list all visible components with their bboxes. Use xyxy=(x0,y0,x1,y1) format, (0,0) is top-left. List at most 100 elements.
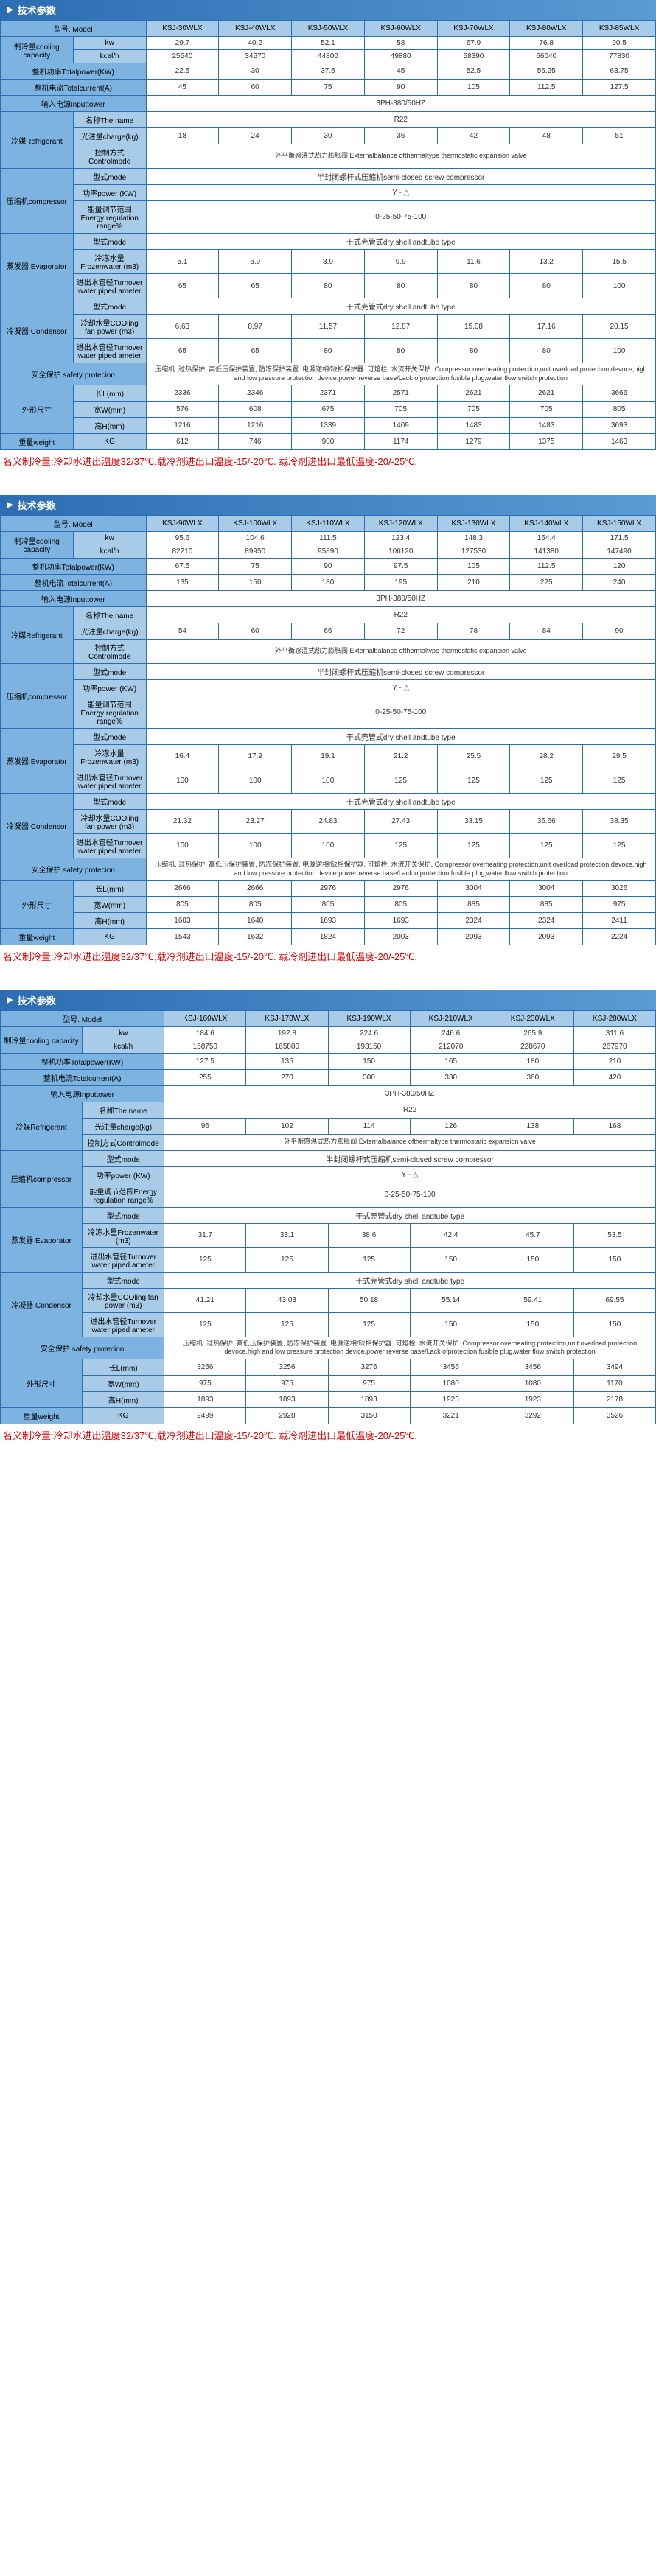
cell: 36 xyxy=(364,128,437,144)
totalcurrent-label: 整机电流Totalcurrent(A) xyxy=(1,80,147,96)
cell: 3292 xyxy=(492,1408,573,1424)
cell: 17.9 xyxy=(219,744,292,769)
cell: 125 xyxy=(583,769,656,793)
spec-table-2: 型号. Model KSJ-90WLXKSJ-100WLXKSJ-110WLXK… xyxy=(0,515,656,945)
weight-label: 重量weight xyxy=(1,434,74,450)
cell: 165800 xyxy=(246,1040,328,1053)
cell: 6.63 xyxy=(146,315,219,339)
cell: 52.1 xyxy=(292,37,365,50)
pipe-label: 进出水管径Turnover water piped ameter xyxy=(83,1247,164,1272)
cell: 1080 xyxy=(410,1376,492,1392)
model-col: KSJ-140WLX xyxy=(510,515,583,531)
cell: 125 xyxy=(364,769,437,793)
cell: 1463 xyxy=(583,434,656,450)
cell: 105 xyxy=(437,80,510,96)
cell: 69.55 xyxy=(573,1288,655,1312)
cell: 360 xyxy=(492,1069,573,1085)
spec-table-1: 型号. Model KSJ-30WLX KSJ-40WLX KSJ-50WLX … xyxy=(0,20,656,450)
cell: 60 xyxy=(219,623,292,639)
cell: 5.1 xyxy=(146,250,219,274)
cell: 20.15 xyxy=(583,315,656,339)
cell: 45.7 xyxy=(492,1223,573,1247)
cell: 2621 xyxy=(437,385,510,402)
power-label: 功率power (KW) xyxy=(83,1166,164,1183)
kw-label: kw xyxy=(73,531,146,545)
frozenwater-label: 冷冻水量Frozenwater (m3) xyxy=(73,744,146,769)
cell: 8.97 xyxy=(219,315,292,339)
cell: 165 xyxy=(410,1053,492,1069)
cell: 1893 xyxy=(246,1392,328,1408)
cell: 1632 xyxy=(219,929,292,945)
cell: 48 xyxy=(510,128,583,144)
cell: 2003 xyxy=(364,929,437,945)
cell: 67.9 xyxy=(437,37,510,50)
cond-type: 干式壳管式dry shell andtube type xyxy=(146,298,655,315)
weight-label: 重量weight xyxy=(1,929,74,945)
cell: 1824 xyxy=(292,929,365,945)
kw-label: kw xyxy=(73,37,146,50)
model-label: 型号. Model xyxy=(1,515,147,531)
cell: 80 xyxy=(437,274,510,298)
cell: 21.32 xyxy=(146,809,219,833)
cell: 2666 xyxy=(219,881,292,897)
controlmode-val: 外平衡感温式热力膨胀阀 Externalbalance ofthermaltyp… xyxy=(164,1134,656,1150)
cell: 125 xyxy=(510,769,583,793)
cell: 78 xyxy=(437,623,510,639)
length-label: 长L(mm) xyxy=(83,1359,164,1376)
section-2: 技术参数 型号. Model KSJ-90WLXKSJ-100WLXKSJ-11… xyxy=(0,495,656,969)
cell: 59.41 xyxy=(492,1288,573,1312)
cell: 1893 xyxy=(164,1392,246,1408)
note-2: 名义制冷量:冷却水进出温度32/37℃,载冷剂进出口温度-15/-20℃. 载冷… xyxy=(0,945,656,969)
cell: 2976 xyxy=(364,881,437,897)
cell: 265.9 xyxy=(492,1026,573,1040)
weight-label: 重量weight xyxy=(1,1408,83,1424)
length-label: 长L(mm) xyxy=(73,385,146,402)
cell: 3494 xyxy=(573,1359,655,1376)
cell: 97.5 xyxy=(364,558,437,574)
safety-label: 安全保护 safety protecion xyxy=(1,858,147,880)
cell: 193150 xyxy=(328,1040,410,1053)
controlmode-label: 控制方式Controlmode xyxy=(73,144,146,169)
cell: 150 xyxy=(328,1053,410,1069)
cell: 975 xyxy=(328,1376,410,1392)
compressor-power: Y - △ xyxy=(164,1166,656,1183)
safety-label: 安全保护 safety protecion xyxy=(1,1337,164,1359)
cell: 168 xyxy=(573,1118,655,1134)
cell: 80 xyxy=(510,274,583,298)
model-col: KSJ-210WLX xyxy=(410,1010,492,1026)
cell: 100 xyxy=(219,769,292,793)
cell: 30 xyxy=(292,128,365,144)
note-1: 名义制冷量:冷却水进出温度32/37℃,载冷剂进出口温度-15/-20℃. 载冷… xyxy=(0,450,656,474)
frozenwater-label: 冷冻水量Frozenwater (m3) xyxy=(73,250,146,274)
cell: 300 xyxy=(328,1069,410,1085)
cell: 2324 xyxy=(510,913,583,929)
cell: 127.5 xyxy=(164,1053,246,1069)
cell: 90.5 xyxy=(583,37,656,50)
cell: 885 xyxy=(437,897,510,913)
cell: 246.6 xyxy=(410,1026,492,1040)
evap-type: 干式壳管式dry shell andtube type xyxy=(146,234,655,250)
cell: 19.1 xyxy=(292,744,365,769)
cell: 1375 xyxy=(510,434,583,450)
cell: 805 xyxy=(583,402,656,418)
cell: 100 xyxy=(146,769,219,793)
cell: 112.5 xyxy=(510,558,583,574)
charge-label: 光注量charge(kg) xyxy=(83,1118,164,1134)
cell: 22.5 xyxy=(146,63,219,80)
cell: 1923 xyxy=(410,1392,492,1408)
pipe-label: 进出水管径Turnover water piped ameter xyxy=(73,833,146,858)
cell: 1923 xyxy=(492,1392,573,1408)
cell: 100 xyxy=(292,833,365,858)
cell: 1543 xyxy=(146,929,219,945)
compressor-label: 压缩机compressor xyxy=(1,169,74,234)
cell: 225 xyxy=(510,574,583,590)
cell: 675 xyxy=(292,402,365,418)
cell: 975 xyxy=(583,897,656,913)
cell: 17.16 xyxy=(510,315,583,339)
pipe-label: 进出水管径Turnover water piped ameter xyxy=(73,769,146,793)
cell: 2224 xyxy=(583,929,656,945)
compressor-label: 压缩机compressor xyxy=(1,1150,83,1207)
cond-label: 冷凝器 Condensor xyxy=(1,793,74,858)
cell: 150 xyxy=(410,1312,492,1337)
cell: 2371 xyxy=(292,385,365,402)
